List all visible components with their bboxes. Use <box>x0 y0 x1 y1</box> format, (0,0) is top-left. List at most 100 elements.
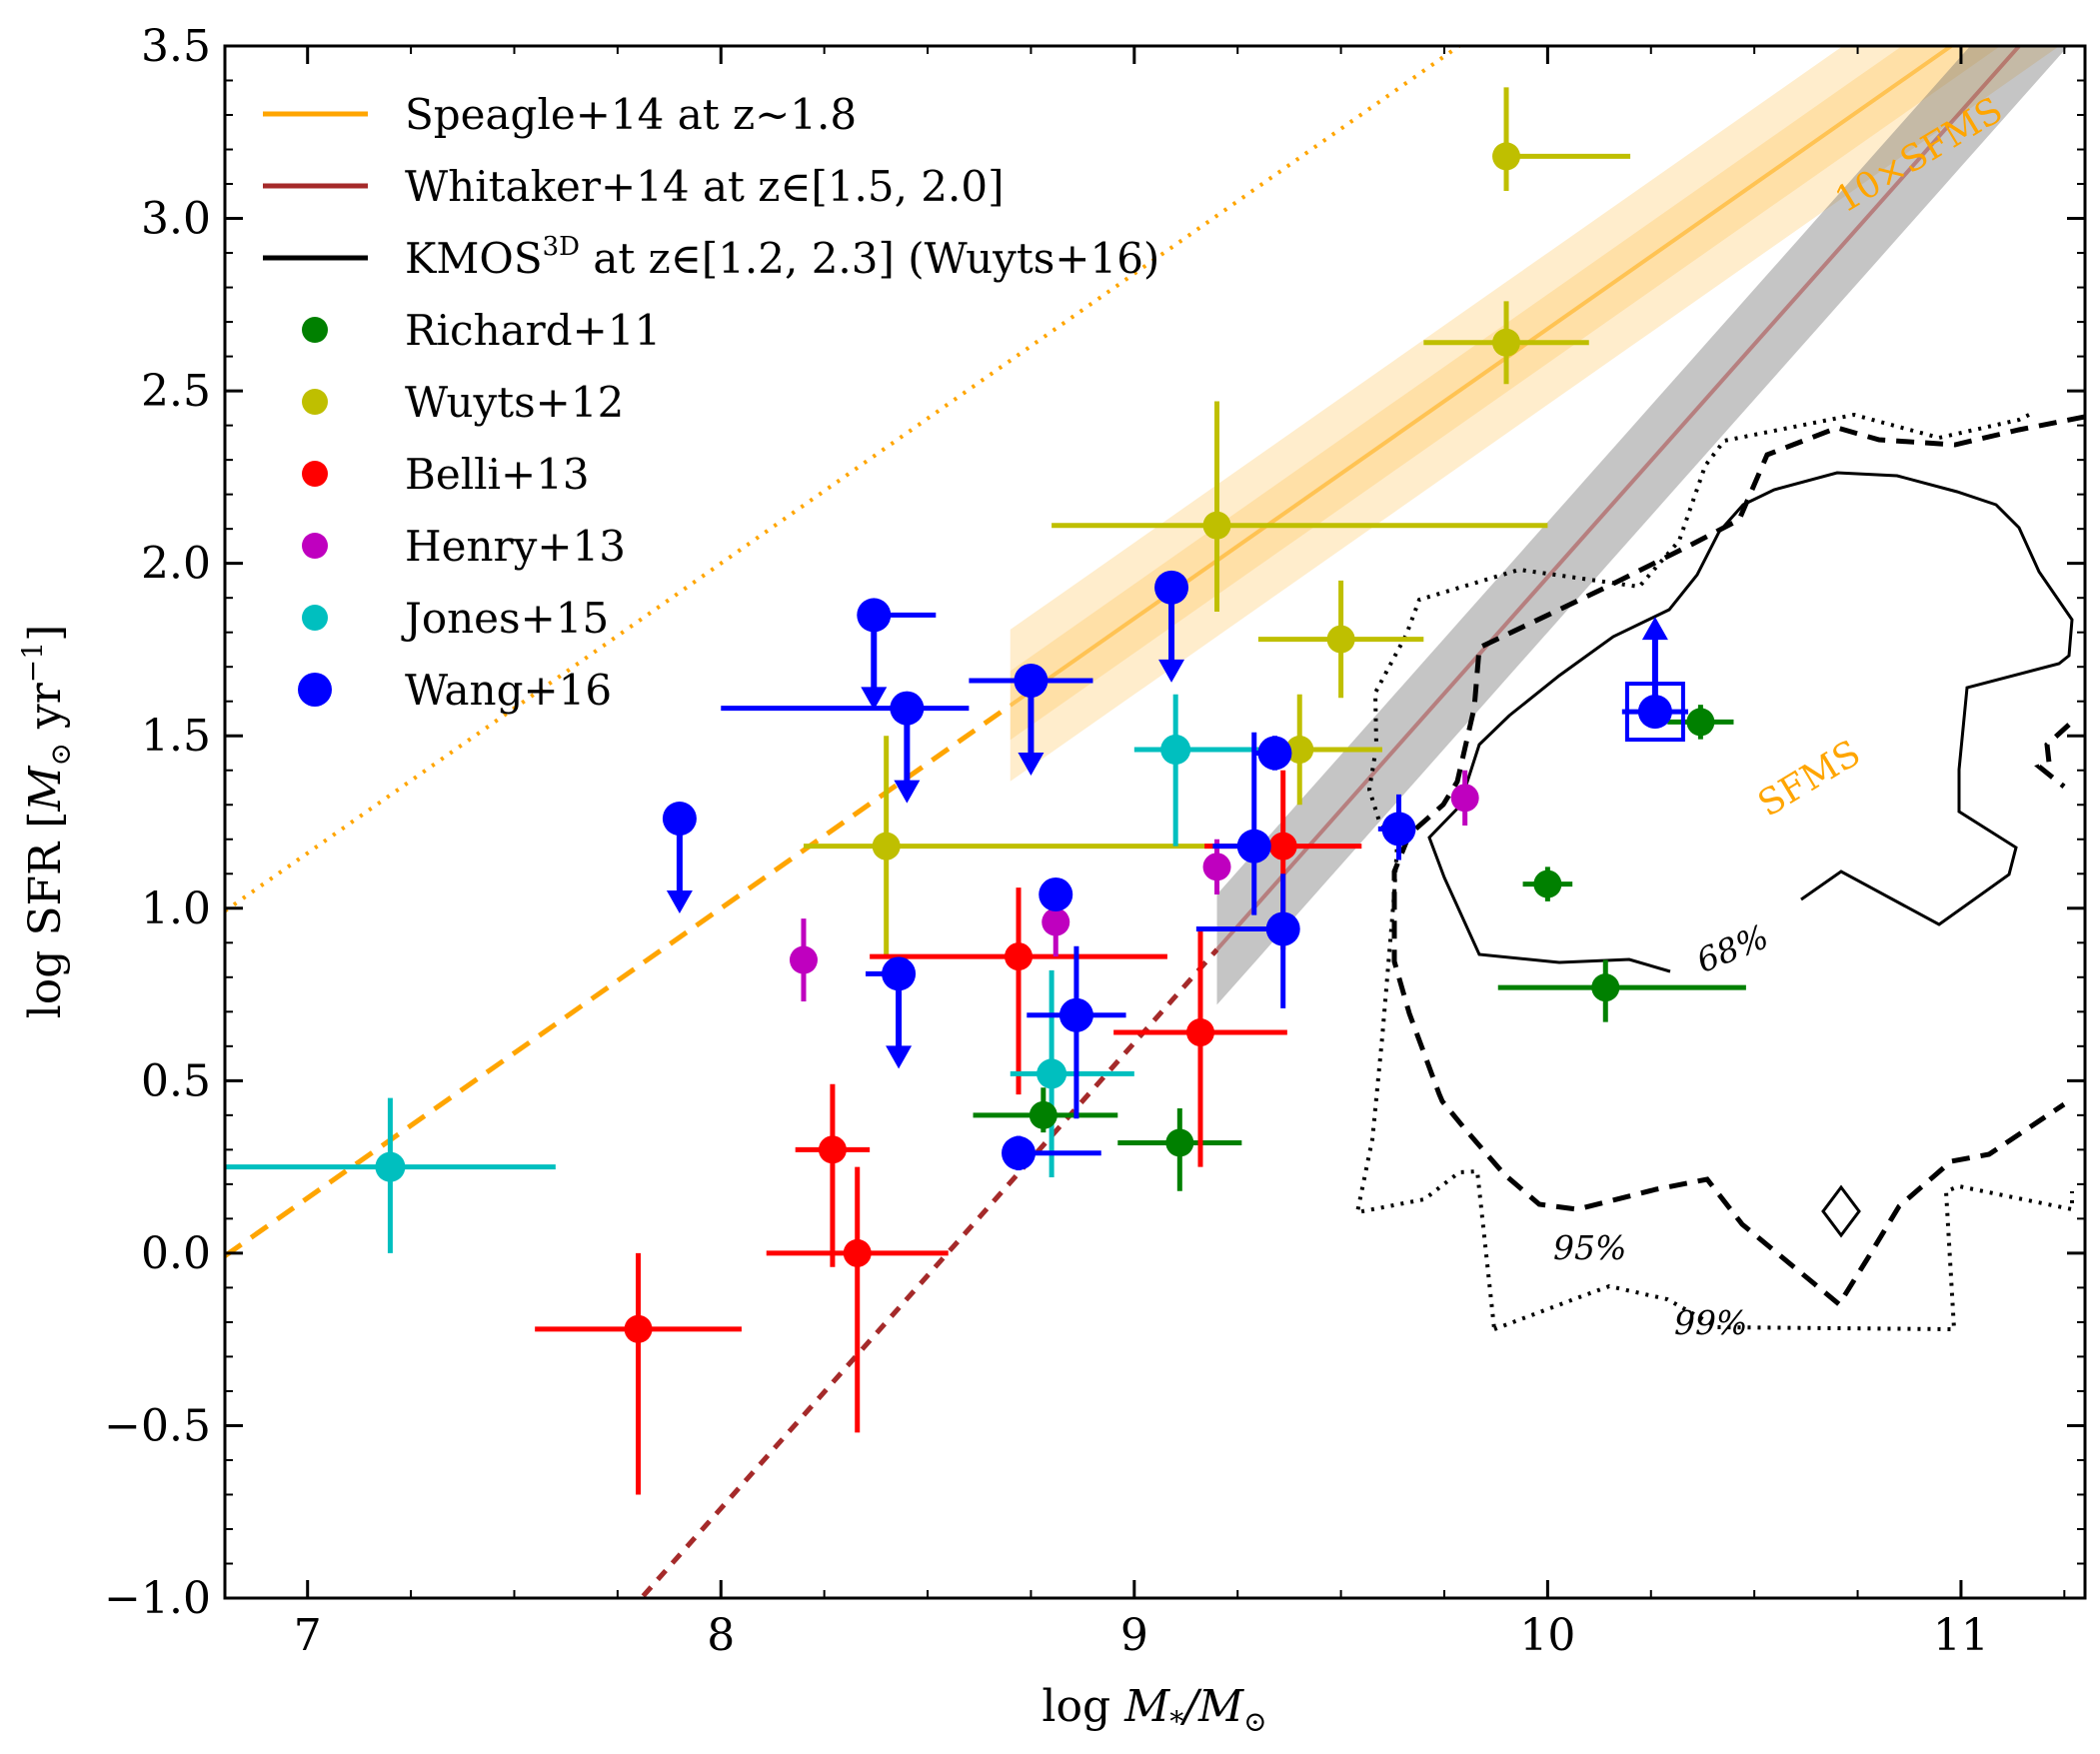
label-99pct: 99% <box>1674 1303 1747 1342</box>
legend-entry-3-swatch <box>302 317 328 343</box>
richard-11-point-3 <box>1591 973 1620 1002</box>
belli-13-point-0 <box>624 1314 653 1343</box>
legend-entry-7-swatch <box>302 605 328 631</box>
legend-entry-2-label: KMOS3D at z∈[1.2, 2.3] (Wuyts+16) <box>405 232 1159 283</box>
y-tick-label: −1.0 <box>104 1573 211 1624</box>
belli-13-point-3 <box>1005 942 1034 971</box>
speagle-scatter-band <box>1010 46 2060 782</box>
henry-13-point-1 <box>1042 907 1070 936</box>
wang-16-point-0 <box>662 802 697 837</box>
henry-13-point-2 <box>1202 853 1231 881</box>
henry-13-point-0 <box>789 945 818 974</box>
whitaker-line <box>1215 46 2022 951</box>
y-tick-label: 1.5 <box>141 711 211 762</box>
legend-entry-2-label-pre: KMOS <box>405 234 543 283</box>
legend-entry-6-label: Henry+13 <box>405 522 626 571</box>
wang-16-point-9 <box>1236 829 1271 864</box>
contour-95 <box>1391 414 2085 1308</box>
label-95pct: 95% <box>1553 1228 1626 1267</box>
wuyts-12-point-2 <box>1202 511 1231 540</box>
x-tick-label: 10 <box>1519 1610 1575 1661</box>
wuyts-12-point-1 <box>1492 328 1521 357</box>
x-tick-label: 8 <box>707 1610 735 1661</box>
wang-16-point-0-limit-arrow <box>666 890 693 914</box>
wuyts-12-point-4 <box>872 832 901 861</box>
wang-16-point-12 <box>1381 812 1416 847</box>
wang-16-point-2 <box>890 691 925 726</box>
legend-entry-4-swatch <box>302 389 328 415</box>
legend-entry-6-swatch <box>302 533 328 559</box>
legend-entry-7-label: Jones+15 <box>401 594 609 643</box>
wuyts-12-point-3 <box>1326 625 1355 654</box>
speagle-error-band <box>1010 46 2001 741</box>
y-tick-label: 0.5 <box>141 1055 211 1106</box>
jones-15-point-2 <box>1160 735 1191 766</box>
y-tick-label: 2.5 <box>141 366 211 417</box>
wang-16-point-5 <box>1154 570 1189 605</box>
richard-11-point-1 <box>1165 1128 1194 1157</box>
main-sequence-lines <box>225 46 2022 1598</box>
wang-16-point-13-square <box>1624 682 1685 743</box>
x-tick-label: 11 <box>1933 1610 1989 1661</box>
y-tick-label: 2.0 <box>141 539 211 590</box>
data-points <box>375 142 1715 1343</box>
wang-16-point-11 <box>1265 911 1300 946</box>
x-tick-label: 7 <box>294 1610 322 1661</box>
wang-16-point-8 <box>1002 1135 1037 1170</box>
wang-16-point-13-limit-arrow <box>1641 617 1668 641</box>
y-tick-label: −0.5 <box>104 1400 211 1451</box>
wang-16-point-5-limit-arrow <box>1158 659 1185 683</box>
legend-entry-8-label: Wang+16 <box>405 666 612 715</box>
jones-15-point-1 <box>1037 1058 1067 1089</box>
belli-13-point-1 <box>818 1135 847 1164</box>
contour-68 <box>1427 471 2074 973</box>
legend-entry-5-label: Belli+13 <box>405 450 590 499</box>
legend-entry-3-label: Richard+11 <box>405 306 661 355</box>
henry-13-point-3 <box>1450 784 1479 813</box>
x-axis-label: log M*/M⊙ <box>1042 1681 1266 1738</box>
legend-entry-5-swatch <box>302 461 328 487</box>
kmos-contours <box>1354 412 2085 1332</box>
contour-99 <box>1354 412 2074 1332</box>
wuyts-12-point-0 <box>1492 142 1521 171</box>
contour-diamond <box>1821 1184 1861 1238</box>
wang-16-point-7 <box>1058 997 1093 1032</box>
y-tick-label: 1.0 <box>141 883 211 934</box>
belli-13-point-2 <box>843 1238 872 1267</box>
main-sequence-bands <box>1010 46 2069 1005</box>
wang-16-point-4-limit-arrow <box>886 1045 913 1069</box>
plot-area <box>225 46 2085 1598</box>
richard-11-point-2 <box>1533 870 1562 898</box>
wang-16-point-2-limit-arrow <box>894 780 921 804</box>
wang-16-point-13 <box>1637 695 1672 730</box>
legend-entry-8-swatch <box>298 673 332 707</box>
wang-16-point-4 <box>882 956 917 991</box>
wang-16-point-1-limit-arrow <box>861 687 888 711</box>
legend: Speagle+14 at z∼1.8 Whitaker+14 at z∈[1.5… <box>263 90 1159 715</box>
whitaker-band <box>1216 46 2069 1005</box>
plot-frame <box>223 44 2087 1600</box>
richard-11-point-0 <box>1029 1100 1057 1129</box>
richard-11-point-4 <box>1686 708 1715 737</box>
legend-entry-2-label-sup: 3D <box>543 232 580 262</box>
jones-15-point-0 <box>375 1151 406 1182</box>
axis-ticks: 7 8 9 10 11 −1.0 −0.5 0.0 0.5 1.0 1.5 2.0 2.5 3.0 3.5 <box>104 21 2085 1661</box>
legend-entry-0-label: Speagle+14 at z∼1.8 <box>405 90 857 139</box>
legend-entry-2-label-post: at z∈[1.2, 2.3] (Wuyts+16) <box>580 234 1159 283</box>
legend-entry-1-label: Whitaker+14 at z∈[1.5, 2.0] <box>405 162 1004 211</box>
y-tick-label: 0.0 <box>141 1228 211 1279</box>
y-axis-label: log SFR [M⊙ yr−1] <box>16 625 77 1019</box>
wang-16-point-6 <box>1039 877 1073 911</box>
y-tick-label: 3.0 <box>141 194 211 245</box>
wuyts-12-point-5 <box>1285 736 1314 765</box>
wang-16-point-1 <box>857 598 892 633</box>
legend-entry-4-label: Wuyts+12 <box>405 378 624 427</box>
speagle-line <box>1009 46 1955 708</box>
wang-16-point-3 <box>1014 664 1049 699</box>
wang-16-point-10 <box>1257 736 1292 771</box>
belli-13-point-5 <box>1268 832 1297 861</box>
wang-16-point-3-limit-arrow <box>1018 753 1045 777</box>
x-tick-label: 9 <box>1120 1610 1148 1661</box>
